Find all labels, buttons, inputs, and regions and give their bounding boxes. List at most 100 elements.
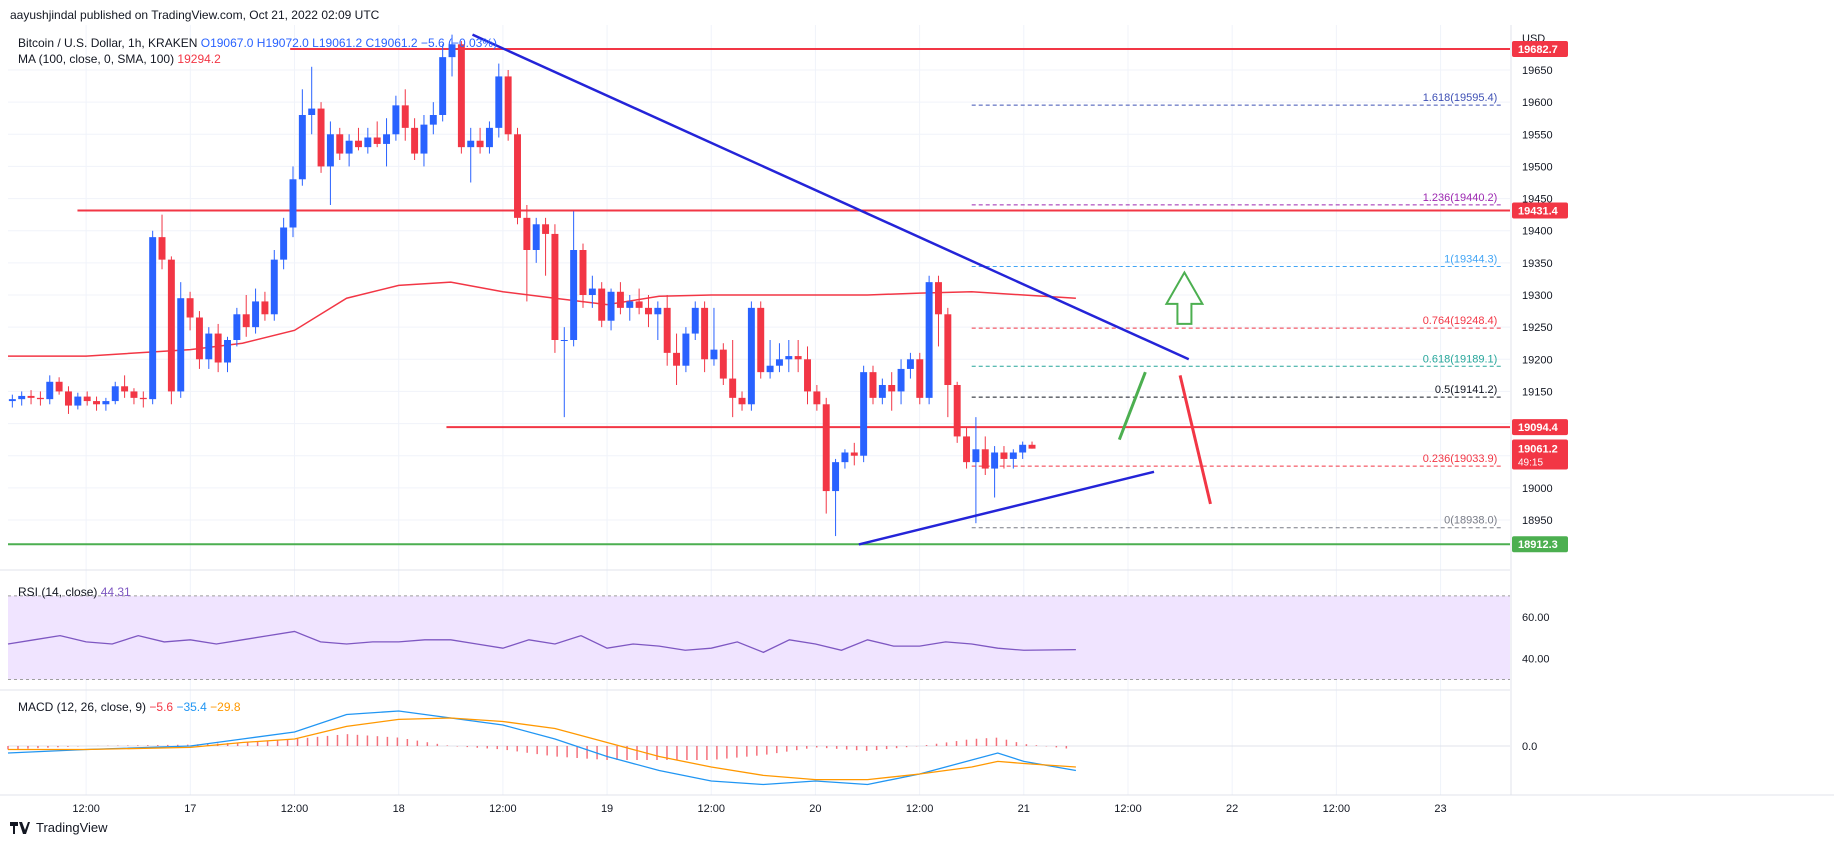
candle-body <box>242 314 250 328</box>
footer-brand-text: TradingView <box>36 820 108 835</box>
candle-body <box>261 301 269 315</box>
candle-body <box>682 333 690 366</box>
countdown-timer: 49:15 <box>1518 458 1543 469</box>
macd-hist-value: −5.6 <box>149 700 174 714</box>
time-tick-label: 17 <box>184 803 196 815</box>
candle-body <box>18 395 26 400</box>
candle-body <box>504 76 512 135</box>
candle-body <box>467 140 475 148</box>
candle-body <box>485 127 493 148</box>
candle-body <box>794 356 802 360</box>
time-tick-label: 12:00 <box>489 803 517 815</box>
price-tick-label: 19000 <box>1522 483 1553 495</box>
candle-body <box>757 307 765 373</box>
fib-level-label: 0.5(19141.2) <box>1435 384 1497 396</box>
macd-signal-line <box>8 717 1076 781</box>
fib-value: (19189.1) <box>1450 353 1497 365</box>
candle-body <box>83 396 91 402</box>
candle-body <box>364 137 372 148</box>
price-level-tag-label: 18912.3 <box>1518 539 1558 551</box>
time-tick-label: 22 <box>1226 803 1238 815</box>
candle-body <box>588 288 596 295</box>
candle-body <box>878 385 886 398</box>
candle-body <box>710 349 718 360</box>
candle-body <box>906 359 914 369</box>
candle-body <box>121 386 129 392</box>
fib-value: (19440.2) <box>1450 192 1497 204</box>
fib-value: (19033.9) <box>1450 453 1497 465</box>
candle-body <box>635 301 643 308</box>
price-level-tag-label: 19682.7 <box>1518 44 1558 56</box>
candle-body <box>289 179 297 228</box>
candle-body <box>476 140 484 148</box>
candle-body <box>411 127 419 154</box>
candle-body <box>953 385 961 437</box>
candle-body <box>607 291 615 321</box>
candle-body <box>429 115 437 125</box>
footer-brand[interactable]: TradingView <box>10 820 108 835</box>
candle-body <box>832 462 840 492</box>
candle-body <box>897 368 905 392</box>
candle-body <box>149 237 157 400</box>
candle-body <box>93 401 101 405</box>
candle-body <box>27 395 35 398</box>
fib-level-label: 1.618(19595.4) <box>1423 92 1498 104</box>
candle-body <box>252 301 260 328</box>
time-tick-label: 12:00 <box>72 803 100 815</box>
candle-body <box>542 224 550 234</box>
ohlc-values: O19067.0 H19072.0 L19061.2 C19061.2 −5.6… <box>200 36 497 50</box>
fib-level-label: 0(18938.0) <box>1444 515 1497 527</box>
tradingview-logo-icon <box>10 821 30 834</box>
price-level-tag <box>1512 419 1568 436</box>
candle-body <box>1028 444 1036 449</box>
fib-value: (18938.0) <box>1450 515 1497 527</box>
candle-body <box>738 397 746 405</box>
candle-body <box>523 217 531 250</box>
candle-body <box>916 359 924 398</box>
candle-body <box>233 314 241 340</box>
ma-label: MA (100, close, 0, SMA, 100) <box>18 52 175 66</box>
candle-body <box>766 365 774 373</box>
rsi-line <box>7 630 1076 654</box>
candle-body <box>813 391 821 405</box>
price-tick-label: 19650 <box>1522 65 1553 77</box>
bullish-path-line <box>1117 371 1147 441</box>
candle-body <box>860 372 868 456</box>
candle-body <box>822 404 830 492</box>
time-tick-label: 23 <box>1434 803 1446 815</box>
ma-value: 19294.2 <box>177 52 221 66</box>
candle-body <box>298 115 306 180</box>
price-tick-label: 19200 <box>1522 354 1553 366</box>
candle-body <box>457 44 465 148</box>
candle-body <box>139 397 147 400</box>
macd-line-value: −35.4 <box>176 700 207 714</box>
rsi-tick-label: 60.00 <box>1522 612 1550 624</box>
fib-ratio: 1 <box>1444 254 1450 266</box>
time-tick-label: 20 <box>809 803 821 815</box>
time-tick-label: 12:00 <box>1323 803 1351 815</box>
candle-body <box>158 237 166 260</box>
fib-level-label: 0.764(19248.4) <box>1423 315 1498 327</box>
ma-legend: MA (100, close, 0, SMA, 100) 19294.2 <box>18 52 221 66</box>
candle-body <box>663 307 671 353</box>
fib-value: (19344.3) <box>1450 254 1497 266</box>
candle-body <box>626 301 634 308</box>
candle-body <box>850 452 858 456</box>
last-price-value: 19061.2 <box>1518 444 1558 456</box>
price-tick-label: 19600 <box>1522 97 1553 109</box>
candle-body <box>111 386 119 402</box>
price-tick-label: 19250 <box>1522 322 1553 334</box>
candle-body <box>102 401 110 405</box>
fib-ratio: 1.618 <box>1423 92 1451 104</box>
candle-body <box>654 307 662 315</box>
trendline <box>858 470 1155 546</box>
candle-body <box>991 452 999 469</box>
candle-body <box>514 134 521 218</box>
candle-body <box>355 140 362 148</box>
price-tick-label: 19500 <box>1522 161 1553 173</box>
fib-ratio: 1.236 <box>1423 192 1451 204</box>
candle-body <box>186 298 194 318</box>
candle-body <box>963 436 971 463</box>
fib-level-label: 0.618(19189.1) <box>1423 353 1498 365</box>
